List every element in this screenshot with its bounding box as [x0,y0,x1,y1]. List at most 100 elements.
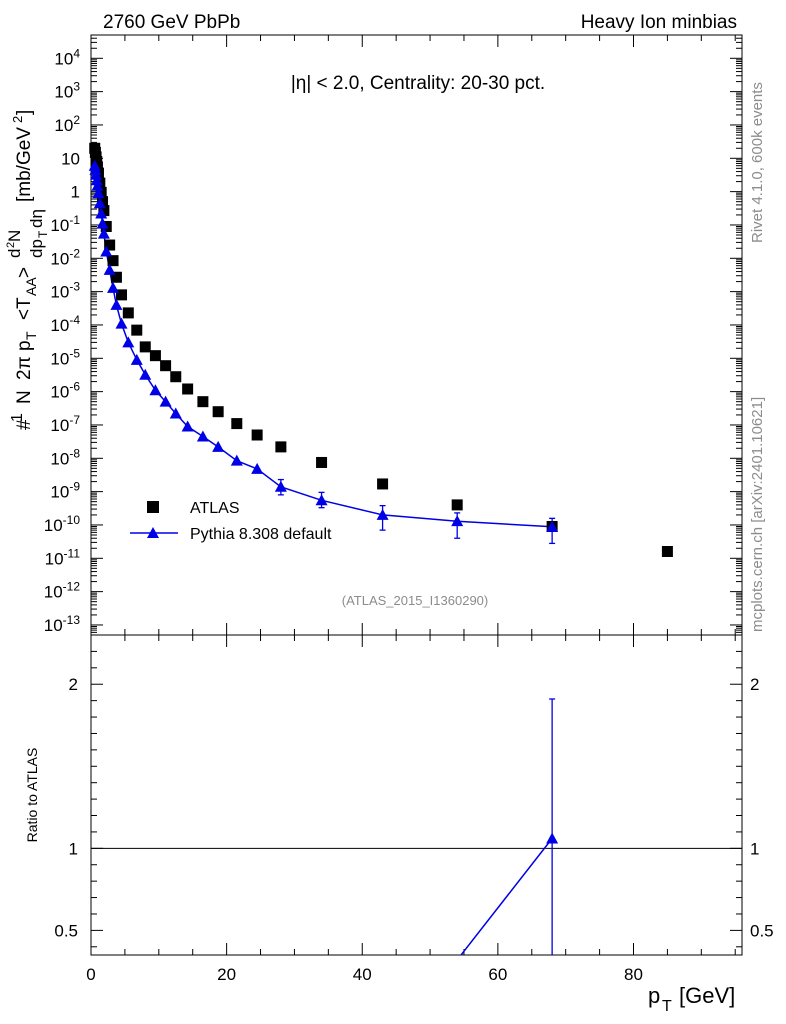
pythia-point [90,168,103,180]
ratio-line [460,838,553,955]
y-tick-label: 10-9 [50,480,80,502]
ratio-y-tick-label: 0.5 [54,921,78,940]
main-plot-frame [90,34,743,636]
atlas-point [160,360,172,372]
x-axis-label: p T [GeV] [648,983,735,1015]
legend-pythia-marker [147,527,159,538]
pythia-point [91,179,104,191]
x-tick-label: 40 [353,965,372,984]
pythia-point [97,227,110,239]
atlas-point [98,205,110,217]
svg-text:]: ] [14,110,35,115]
svg-text:T: T [662,998,672,1015]
ratio-y-tick-label-right: 2 [750,675,759,694]
pythia-point [115,317,128,329]
ratio-y-tick-label: 1 [69,839,78,858]
pythia-point [90,174,103,186]
pythia-points [88,159,559,532]
y-tick-label: 10-12 [44,580,81,602]
ratio-y-tick-label: 2 [69,675,78,694]
pythia-point [110,298,123,310]
svg-text:T: T [23,331,39,340]
svg-text:p: p [648,983,660,1008]
ratio-series [460,698,559,955]
y-tick-label: 10-10 [44,513,81,535]
mc-line [93,165,553,528]
pythia-point [315,494,328,506]
ratio-y-tick-label-right: 0.5 [750,921,774,940]
pythia-point [230,454,243,466]
atlas-point [139,341,151,353]
pythia-point [451,515,464,527]
svg-text:2π p: 2π p [14,340,35,380]
y-tick-label: 10-4 [50,313,80,335]
ratio-y-tick-label-right: 1 [750,839,759,858]
pythia-point [376,508,389,520]
svg-text:N: N [14,390,35,404]
y-tick-label: 10-11 [45,546,81,568]
legend-atlas-marker [147,501,159,513]
atlas-point [107,255,119,267]
atlas-point [104,239,116,251]
y-tick-label: 10-7 [50,413,80,435]
pythia-point [169,407,182,419]
x-tick-label: 20 [217,965,236,984]
pythia-point [546,520,559,532]
pythia-point [181,420,194,432]
y-tick-label: 10-1 [50,213,80,235]
pythia-line [93,165,553,528]
main-y-tick-labels: 10-1310-1210-1110-1010-910-810-710-610-5… [44,46,81,635]
atlas-point [122,307,134,319]
pythia-point [103,263,116,275]
legend-pythia-label: Pythia 8.308 default [190,526,332,543]
ratio-plot-frame [90,634,743,956]
x-tick-label: 80 [624,965,643,984]
pythia-point [107,281,120,293]
y-tick-label: 10-3 [50,280,80,302]
y-tick-label: 103 [54,80,80,102]
rivet-version: Rivet 4.1.0, 600k events [749,82,766,243]
svg-text:[mb/GeV: [mb/GeV [14,127,35,202]
ratio-y-axis-label: Ratio to ATLAS [24,748,40,843]
y-tick-label: 10-6 [50,380,80,402]
main-y-axis-label: # 1 N 2π p T <T AA > d 2 N dp T dη [mb/G… [5,110,50,430]
svg-text:d: d [5,249,24,258]
atlas-point [251,429,263,441]
y-tick-label: 1 [71,183,80,202]
y-tick-label: 102 [54,113,80,135]
x-tick-label: 60 [488,965,507,984]
atlas-point [661,545,673,557]
ratio-y-ticks: 0.5 0.5 1 1 2 2 [54,650,774,948]
atlas-point [197,396,209,408]
main-title: |η| < 2.0, Centrality: 20-30 pct. [291,73,545,94]
pythia-point [100,245,113,257]
y-tick-label: 10 [61,149,80,168]
pythia-point [122,336,135,348]
svg-text:#: # [14,419,35,430]
pythia-point [89,163,102,175]
pythia-point [95,207,108,219]
pythia-point [93,197,106,209]
header-left: 2760 GeV PbPb [103,12,240,33]
pythia-point [212,440,225,452]
watermark: (ATLAS_2015_I1360290) [342,593,488,608]
svg-text:2: 2 [10,116,25,123]
mcplots-credit: mcplots.cern.ch [arXiv:2401.10621] [749,397,766,632]
pythia-point [149,384,162,396]
pythia-point [130,353,143,365]
y-tick-label: 104 [54,46,80,68]
main-y-ticks [91,34,742,636]
pythia-point [96,217,109,229]
pythia-point [251,462,264,474]
atlas-point [451,499,463,511]
pythia-point [274,480,287,492]
x-ticks: 0 20 40 60 80 [86,35,736,984]
y-tick-label: 10-2 [50,246,80,268]
svg-text:dp: dp [27,239,46,258]
atlas-point [170,371,182,383]
y-tick-label: 10-13 [44,613,81,635]
y-tick-label: 10-5 [50,346,80,368]
svg-text:<T: <T [14,297,35,320]
atlas-point [316,456,328,468]
